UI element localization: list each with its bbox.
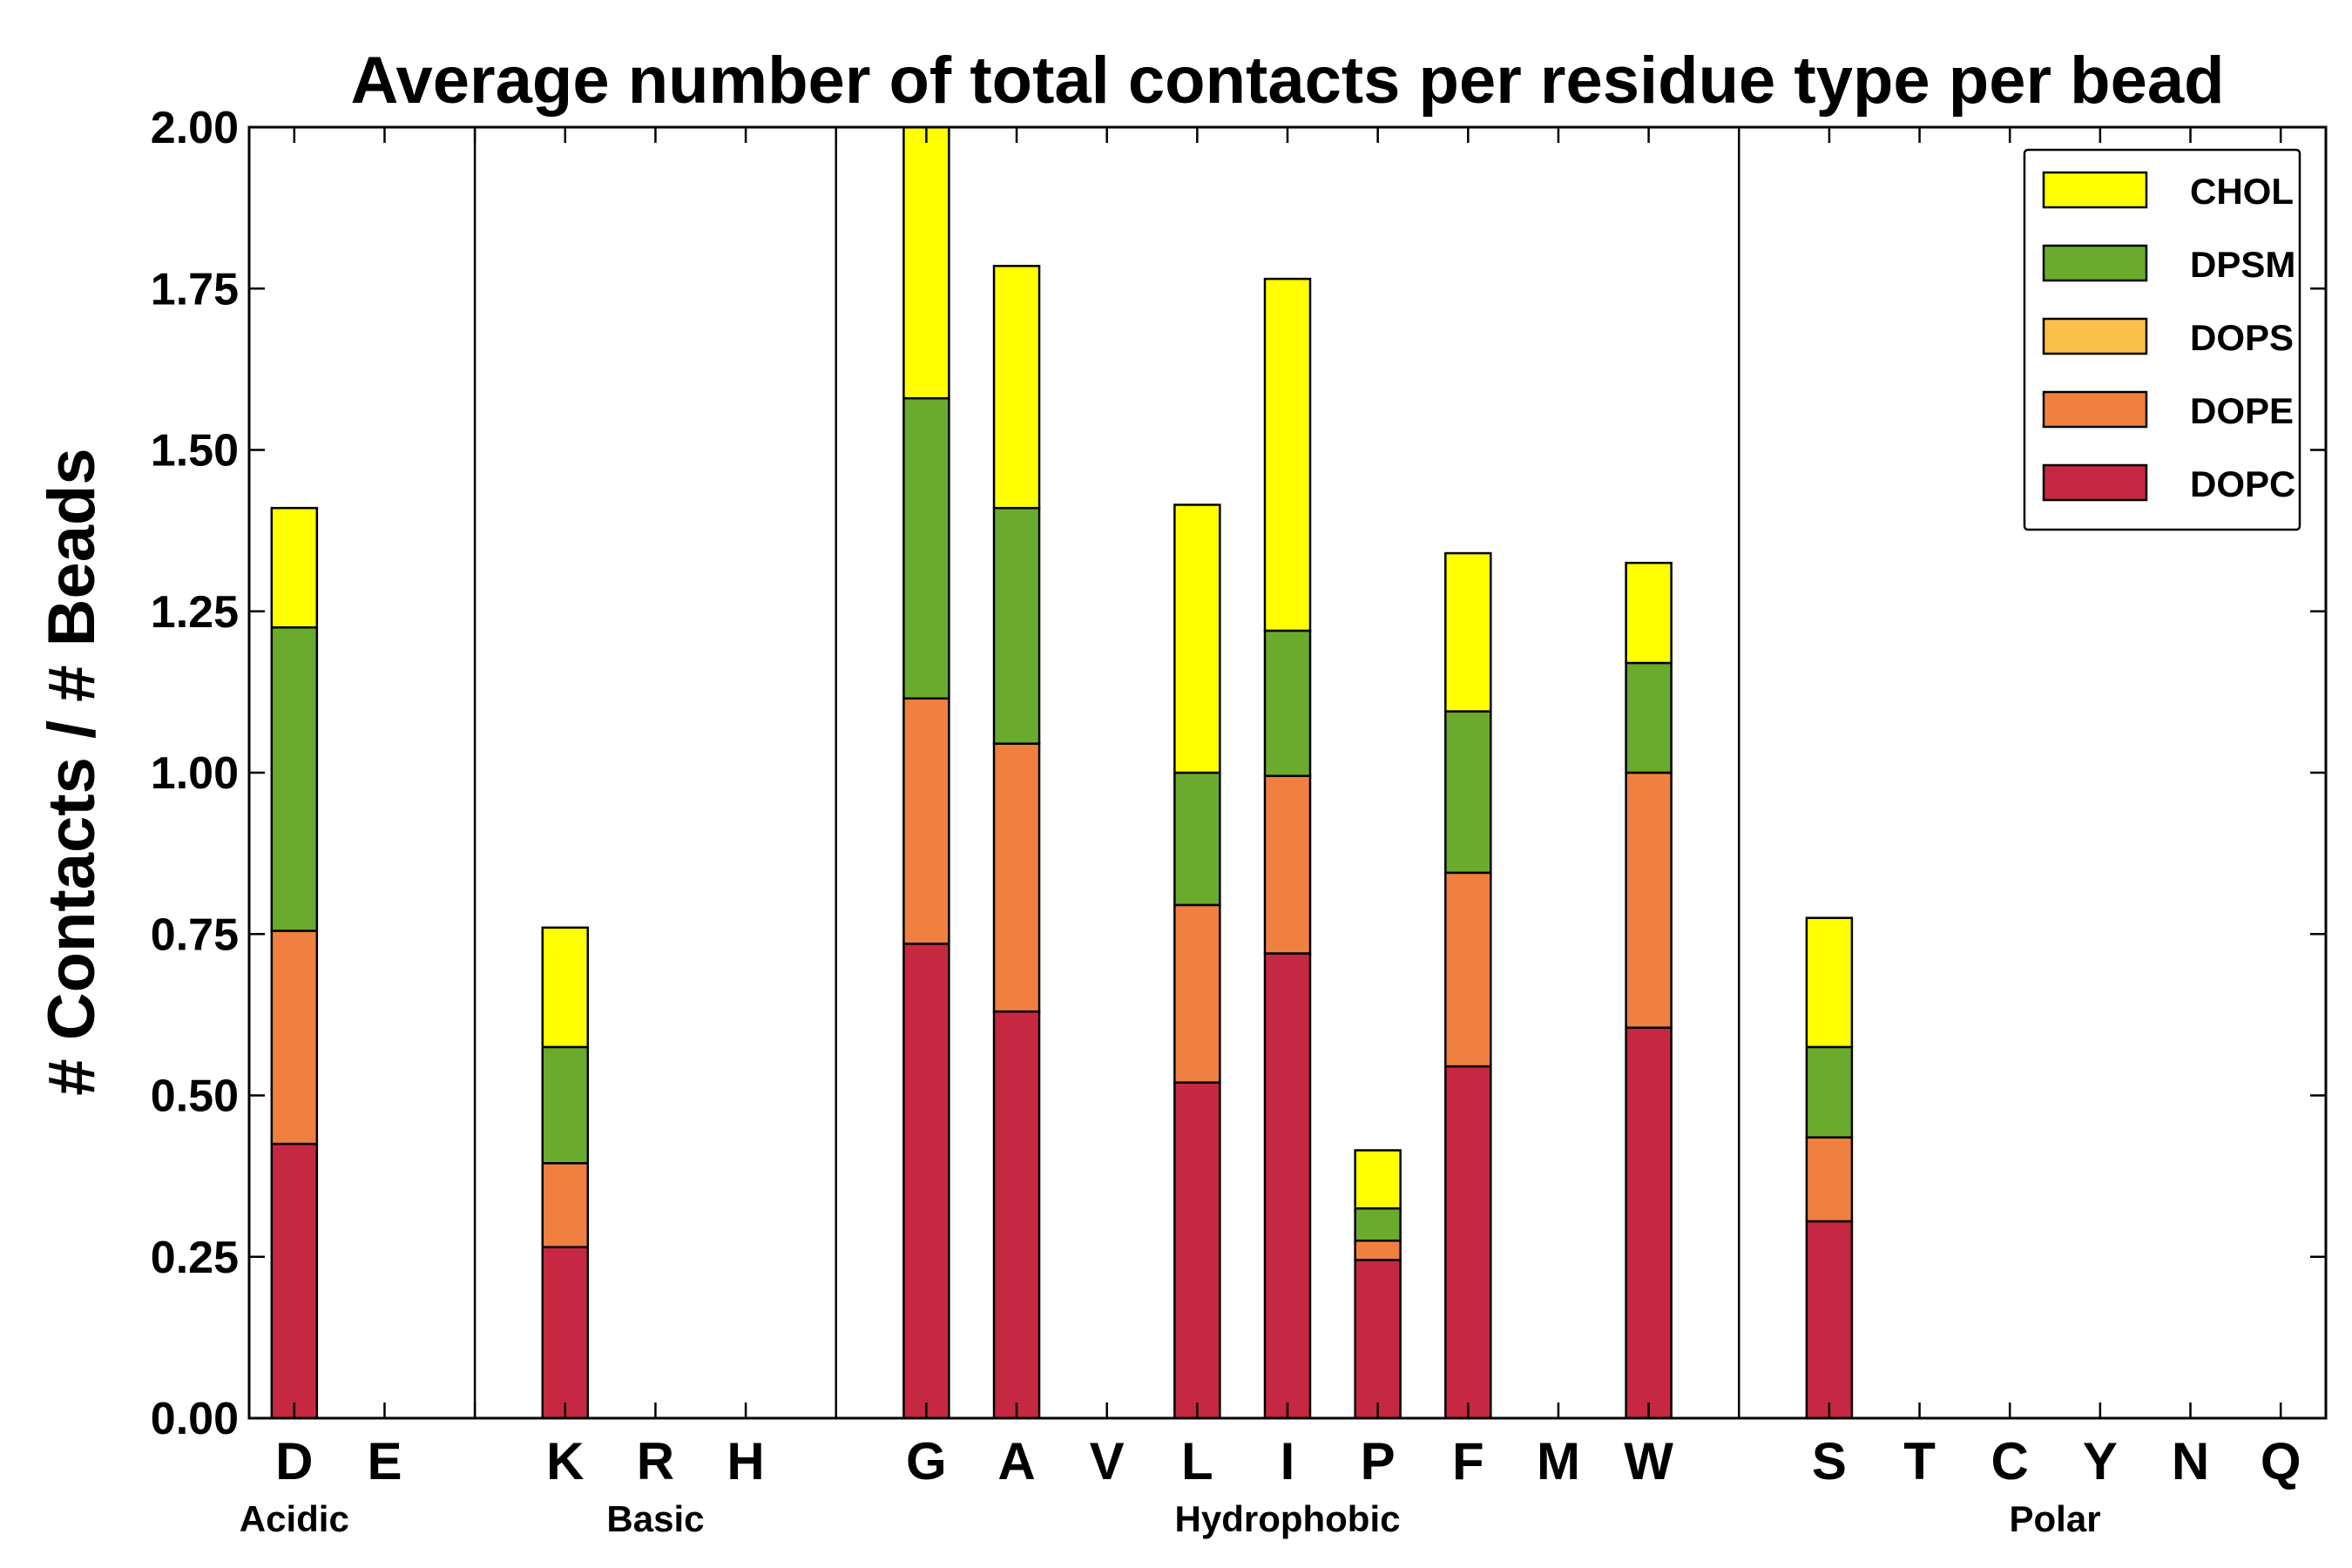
x-tick-label: C — [1991, 1432, 2029, 1490]
x-tick-label: D — [275, 1432, 313, 1490]
bar-chol-p — [1355, 1150, 1401, 1208]
bar-dope-i — [1265, 776, 1310, 954]
bar-dpsm-k — [543, 1047, 588, 1163]
bar-chol-k — [543, 928, 588, 1047]
y-tick-label: 0.75 — [151, 909, 239, 960]
bar-dope-a — [994, 744, 1039, 1012]
bar-dope-g — [903, 699, 949, 944]
bar-dope-l — [1174, 905, 1220, 1083]
y-axis-ticks: 0.00 0.25 0.50 0.75 1.00 1.25 1.50 1.75 2.00 — [151, 103, 2326, 1444]
chart-title: Average number of total contacts per res… — [350, 44, 2224, 118]
legend-label-dopc: DOPC — [2190, 463, 2295, 504]
legend-swatch-chol — [2044, 172, 2146, 207]
x-tick-label: M — [1537, 1432, 1580, 1490]
x-tick-label: Q — [2261, 1432, 2301, 1490]
residue-group-labels: Acidic Basic Hydrophobic Polar — [240, 1498, 2101, 1539]
bar-dpsm-i — [1265, 631, 1310, 776]
bar-chol-a — [994, 266, 1039, 508]
x-tick-label: S — [1812, 1432, 1847, 1490]
group-label: Acidic — [240, 1498, 349, 1539]
x-tick-label: Y — [2083, 1432, 2118, 1490]
bar-dopc-d — [272, 1144, 317, 1418]
bar-dpsm-l — [1174, 773, 1220, 905]
legend-label-dpsm: DPSM — [2190, 244, 2295, 285]
x-tick-label: I — [1281, 1432, 1295, 1490]
bar-dopc-a — [994, 1011, 1039, 1418]
legend-swatch-dope — [2044, 392, 2146, 427]
x-tick-label: F — [1452, 1432, 1484, 1490]
bar-dopc-i — [1265, 953, 1310, 1418]
x-tick-label: N — [2172, 1432, 2209, 1490]
bar-dopc-g — [903, 943, 949, 1418]
y-tick-label: 1.50 — [151, 426, 239, 476]
group-separators — [475, 127, 1739, 1418]
bar-chol-s — [1807, 918, 1852, 1047]
x-tick-label: V — [1090, 1432, 1125, 1490]
bar-chol-g — [903, 127, 949, 398]
x-tick-label: A — [997, 1432, 1035, 1490]
x-tick-label: H — [727, 1432, 764, 1490]
bar-dope-p — [1355, 1240, 1401, 1260]
bar-dopc-s — [1807, 1221, 1852, 1418]
x-tick-label: L — [1181, 1432, 1213, 1490]
legend-swatch-dpsm — [2044, 246, 2146, 280]
y-tick-label: 2.00 — [151, 103, 239, 153]
y-tick-label: 0.50 — [151, 1071, 239, 1122]
bar-dopc-w — [1626, 1028, 1672, 1418]
group-label: Hydrophobic — [1175, 1498, 1401, 1539]
x-tick-label: R — [637, 1432, 674, 1490]
bar-dopc-l — [1174, 1083, 1220, 1418]
y-tick-label: 1.00 — [151, 748, 239, 799]
x-tick-label: T — [1903, 1432, 1936, 1490]
bar-stacks — [272, 127, 1852, 1418]
y-tick-label: 0.25 — [151, 1233, 239, 1283]
legend-label-dope: DOPE — [2190, 390, 2294, 431]
bar-dpsm-w — [1626, 663, 1672, 773]
bar-dpsm-d — [272, 627, 317, 930]
group-label: Basic — [606, 1498, 704, 1539]
y-axis-label: # Contacts / # Beads — [35, 448, 109, 1095]
bar-dpsm-a — [994, 508, 1039, 743]
x-tick-label: P — [1361, 1432, 1396, 1490]
x-tick-label: G — [906, 1432, 947, 1490]
bar-dpsm-f — [1445, 712, 1490, 873]
bar-dopc-f — [1445, 1066, 1490, 1418]
bar-chol-f — [1445, 553, 1490, 712]
bar-dope-k — [543, 1163, 588, 1247]
legend-swatch-dopc — [2044, 465, 2146, 500]
bar-dopc-k — [543, 1247, 588, 1418]
bar-dope-d — [272, 931, 317, 1145]
bar-dpsm-g — [903, 398, 949, 699]
legend-swatch-dops — [2044, 319, 2146, 354]
bar-dope-w — [1626, 773, 1672, 1028]
bar-chol-w — [1626, 563, 1672, 663]
y-tick-label: 0.00 — [151, 1394, 239, 1444]
group-label: Polar — [2010, 1498, 2101, 1539]
x-tick-label: W — [1624, 1432, 1673, 1490]
legend-label-dops: DOPS — [2190, 317, 2294, 358]
legend-label-chol: CHOL — [2190, 171, 2294, 212]
y-tick-label: 1.75 — [151, 264, 239, 314]
bar-chol-l — [1174, 504, 1220, 773]
bar-dpsm-s — [1807, 1047, 1852, 1138]
x-tick-label: K — [546, 1432, 584, 1490]
bar-chol-d — [272, 508, 317, 627]
bar-chol-i — [1265, 279, 1310, 631]
bar-dopc-p — [1355, 1260, 1401, 1418]
bar-dpsm-p — [1355, 1208, 1401, 1240]
legend: CHOL DPSM DOPS DOPE DOPC — [2024, 150, 2300, 530]
bar-dope-s — [1807, 1138, 1852, 1221]
x-tick-label: E — [367, 1432, 402, 1490]
bar-dope-f — [1445, 873, 1490, 1066]
y-tick-label: 1.25 — [151, 587, 239, 638]
